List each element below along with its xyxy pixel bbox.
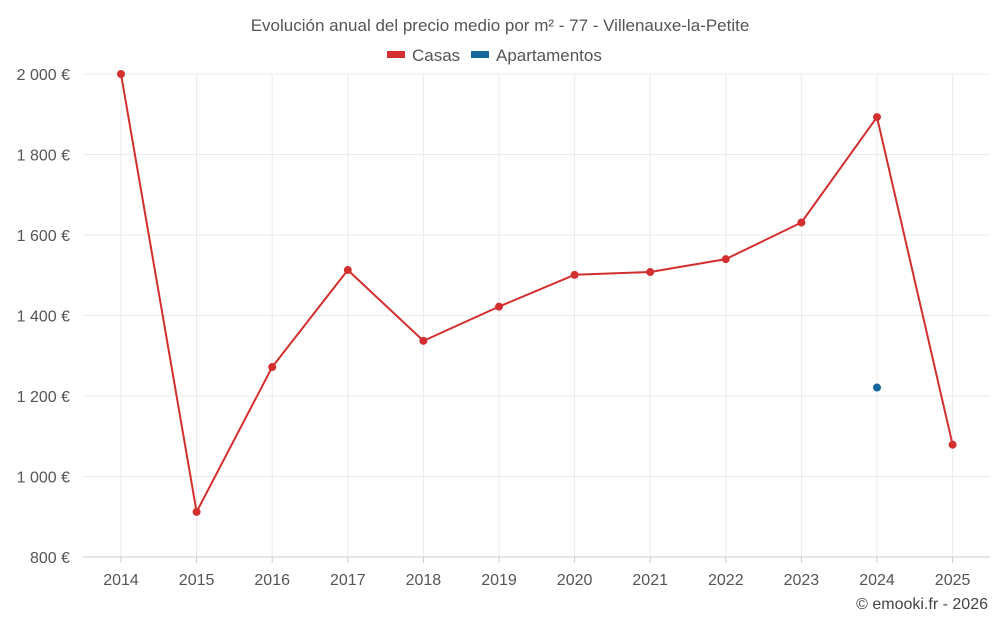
legend: Casas Apartamentos [387,46,602,65]
x-tick-label: 2018 [406,572,442,589]
data-point-casas-2018[interactable] [419,336,428,345]
y-axis-labels: 800 € 1 000 € 1 200 € 1 400 € 1 600 € 1 800 €… [17,67,70,567]
y-tick-label: 1 400 € [17,309,70,326]
x-tick-label: 2021 [632,572,668,589]
data-point-casas-2022[interactable] [721,255,730,264]
data-point-casas-2020[interactable] [570,270,579,279]
credit-text: © emooki.fr - 2026 [856,596,988,613]
legend-swatch-apartamentos [471,51,489,58]
legend-label-apartamentos: Apartamentos [496,46,602,65]
y-tick-label: 1 600 € [17,228,70,245]
data-point-casas-2023[interactable] [797,218,806,227]
data-point-casas-2016[interactable] [268,363,277,372]
legend-item-casas[interactable]: Casas [387,46,460,65]
y-tick-label: 1 000 € [17,470,70,487]
x-tick-label: 2024 [859,572,895,589]
x-tick-label: 2019 [481,572,517,589]
chart-title: Evolución anual del precio medio por m² … [251,16,750,35]
grid [83,73,990,563]
x-tick-label: 2017 [330,572,366,589]
x-tick-label: 2025 [935,572,971,589]
y-tick-label: 2 000 € [17,67,70,84]
data-point-casas-2014[interactable] [117,70,125,78]
legend-label-casas: Casas [412,46,460,65]
series-casas [117,70,957,516]
y-tick-label: 800 € [30,550,70,567]
x-tick-label: 2016 [254,572,290,589]
y-tick-label: 1 200 € [17,389,70,406]
data-point-casas-2015[interactable] [192,507,201,516]
legend-item-apartamentos[interactable]: Apartamentos [471,46,602,65]
y-tick-label: 1 800 € [17,148,70,165]
data-point-apartamentos-2024[interactable] [873,383,881,392]
x-tick-label: 2022 [708,572,744,589]
x-axis-labels: 2014 2015 2016 2017 2018 2019 2020 2021 2022 2023… [103,572,970,589]
data-point-casas-2025[interactable] [948,440,957,449]
x-tick-label: 2014 [103,572,139,589]
data-point-casas-2021[interactable] [646,268,655,277]
series-apartamentos [873,383,881,392]
x-tick-label: 2023 [784,572,820,589]
data-point-casas-2024[interactable] [873,113,881,122]
data-point-casas-2019[interactable] [495,302,503,311]
x-tick-label: 2020 [557,572,593,589]
series-line-casas [120,73,954,513]
legend-swatch-casas [387,51,405,58]
data-point-casas-2017[interactable] [343,266,352,275]
x-tick-label: 2015 [179,572,215,589]
series-group [117,70,957,516]
